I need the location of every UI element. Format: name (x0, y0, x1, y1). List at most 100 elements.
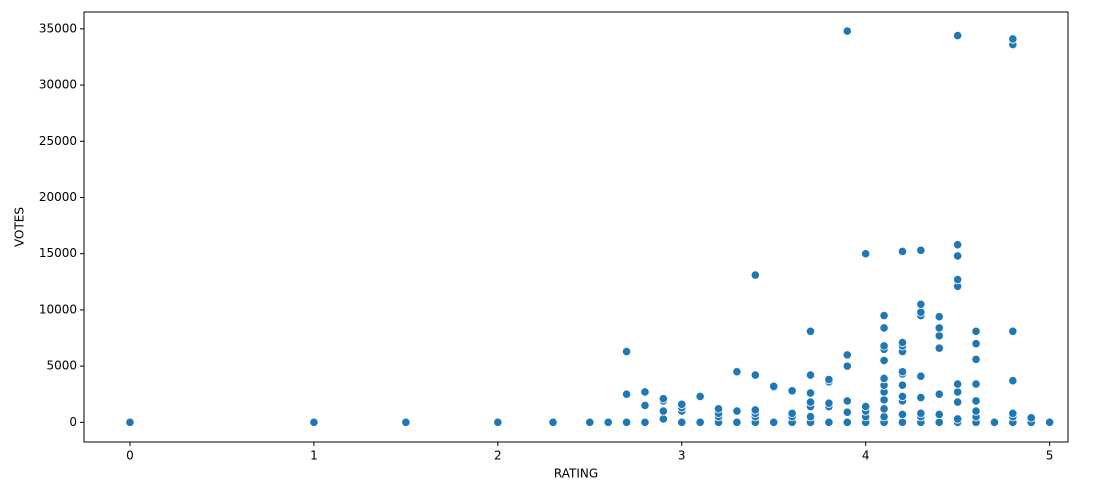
point (879, 373, 889, 384)
x-tick-label: 1 (310, 449, 318, 463)
point (1045, 417, 1055, 427)
point (897, 380, 908, 390)
point (897, 337, 908, 348)
point (953, 379, 963, 389)
y-tick-label: 25000 (39, 134, 77, 148)
point (750, 405, 760, 415)
point (916, 245, 926, 255)
x-tick-label: 5 (1046, 449, 1054, 463)
x-tick-label: 3 (678, 449, 686, 463)
point (585, 417, 595, 427)
point (861, 401, 871, 412)
point (953, 387, 963, 397)
point (1008, 408, 1018, 418)
point (842, 26, 852, 36)
x-tick-label: 4 (862, 449, 870, 463)
point (971, 326, 981, 336)
point (640, 387, 650, 397)
point (879, 355, 889, 366)
point (934, 417, 944, 427)
point (750, 270, 760, 280)
point (897, 417, 908, 427)
point (640, 400, 650, 411)
point (842, 407, 852, 417)
point (805, 370, 816, 380)
point (713, 404, 724, 414)
point (897, 367, 908, 377)
point (732, 406, 742, 416)
point (125, 417, 135, 427)
y-tick-label: 20000 (39, 190, 77, 204)
point (879, 412, 889, 422)
y-tick-label: 10000 (39, 302, 77, 316)
y-tick-label: 30000 (39, 78, 77, 92)
point (897, 409, 908, 420)
point (695, 417, 705, 427)
point (824, 417, 834, 427)
point (953, 240, 963, 250)
point (842, 417, 852, 427)
point (732, 367, 742, 377)
point (879, 395, 889, 405)
point (548, 417, 558, 427)
point (971, 379, 981, 389)
point (934, 343, 944, 353)
point (934, 312, 944, 322)
point (897, 391, 908, 402)
point (1026, 413, 1036, 423)
point (621, 346, 632, 357)
point (658, 406, 668, 416)
point (787, 408, 797, 418)
point (621, 389, 632, 399)
x-axis-label: RATING (554, 467, 598, 481)
point (897, 246, 908, 257)
point (934, 323, 944, 333)
plot-frame (83, 11, 1069, 443)
point (971, 339, 981, 349)
point (677, 399, 687, 409)
point (971, 396, 981, 406)
point (695, 391, 705, 402)
point (493, 417, 503, 427)
point (953, 274, 963, 285)
point (824, 398, 834, 408)
point (805, 412, 816, 422)
point (953, 397, 963, 407)
point (805, 388, 816, 398)
point (824, 375, 834, 385)
point (916, 392, 926, 403)
point (916, 371, 926, 381)
point (309, 417, 319, 427)
point (769, 381, 779, 391)
point (916, 408, 926, 418)
point (934, 331, 944, 341)
point (1008, 376, 1018, 386)
point (916, 307, 926, 317)
x-tick-label: 2 (494, 449, 502, 463)
point (934, 389, 944, 399)
point (842, 396, 852, 406)
point (879, 310, 889, 321)
y-tick-label: 5000 (46, 359, 77, 373)
point (1008, 34, 1018, 44)
point (916, 299, 926, 309)
point (879, 323, 889, 333)
point (658, 414, 668, 424)
y-tick-label: 15000 (39, 246, 77, 260)
point (879, 404, 889, 414)
point (989, 417, 1000, 427)
y-tick-label: 0 (69, 415, 77, 429)
point (842, 361, 852, 371)
point (621, 417, 632, 427)
point (879, 341, 889, 351)
point (805, 397, 816, 407)
point (640, 417, 650, 427)
point (603, 417, 613, 427)
point (658, 394, 668, 404)
x-tick-label: 0 (126, 449, 134, 463)
point (1008, 326, 1018, 336)
point (971, 354, 981, 364)
point (953, 31, 963, 41)
y-axis-label: VOTES (13, 207, 27, 247)
